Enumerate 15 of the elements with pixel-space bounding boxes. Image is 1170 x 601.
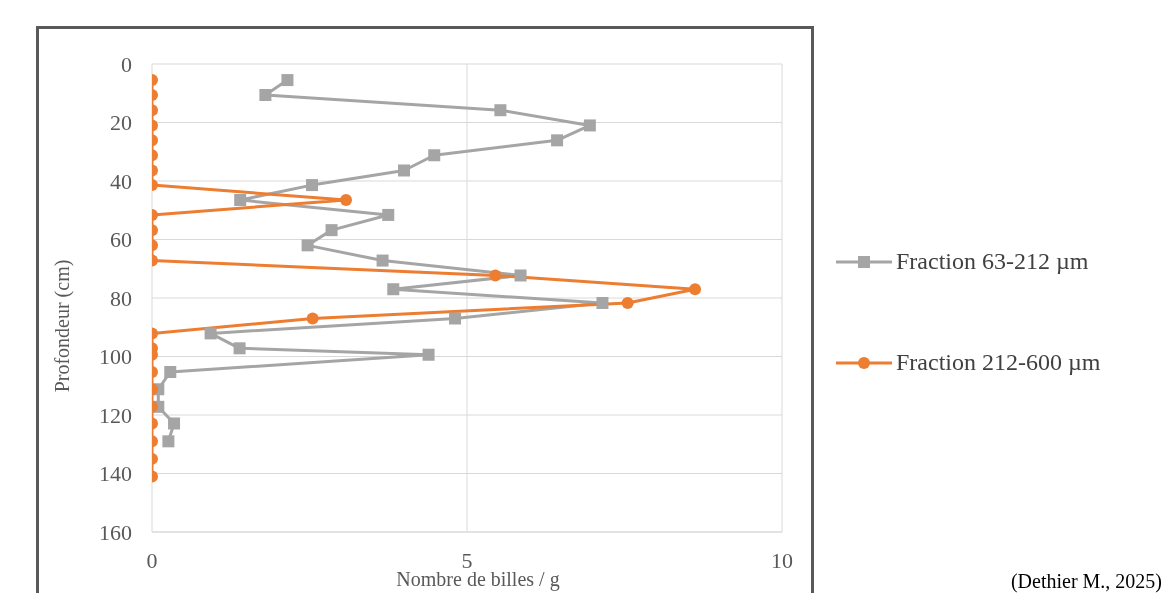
legend-label: Fraction 63-212 µm: [896, 248, 1089, 275]
y-tick-label: 20: [110, 110, 132, 136]
y-tick-label: 140: [99, 461, 132, 487]
y-tick-label: 160: [99, 519, 132, 545]
x-tick-label: 0: [146, 547, 158, 573]
y-axis-title: Profondeur (cm): [50, 259, 74, 393]
y-tick-label: 0: [121, 51, 132, 77]
legend-label: Fraction 212-600 µm: [896, 349, 1101, 376]
y-tick-label: 120: [99, 402, 132, 428]
text: (Dethier M., 2025): [1010, 570, 1162, 593]
y-tick-label: 60: [110, 227, 132, 253]
x-tick-label: 10: [771, 547, 793, 573]
y-tick-label: 100: [99, 344, 132, 370]
y-tick-label: 40: [110, 168, 132, 194]
y-tick-label: 80: [110, 285, 132, 311]
